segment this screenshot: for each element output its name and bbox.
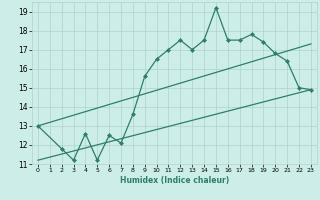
X-axis label: Humidex (Indice chaleur): Humidex (Indice chaleur) xyxy=(120,176,229,185)
